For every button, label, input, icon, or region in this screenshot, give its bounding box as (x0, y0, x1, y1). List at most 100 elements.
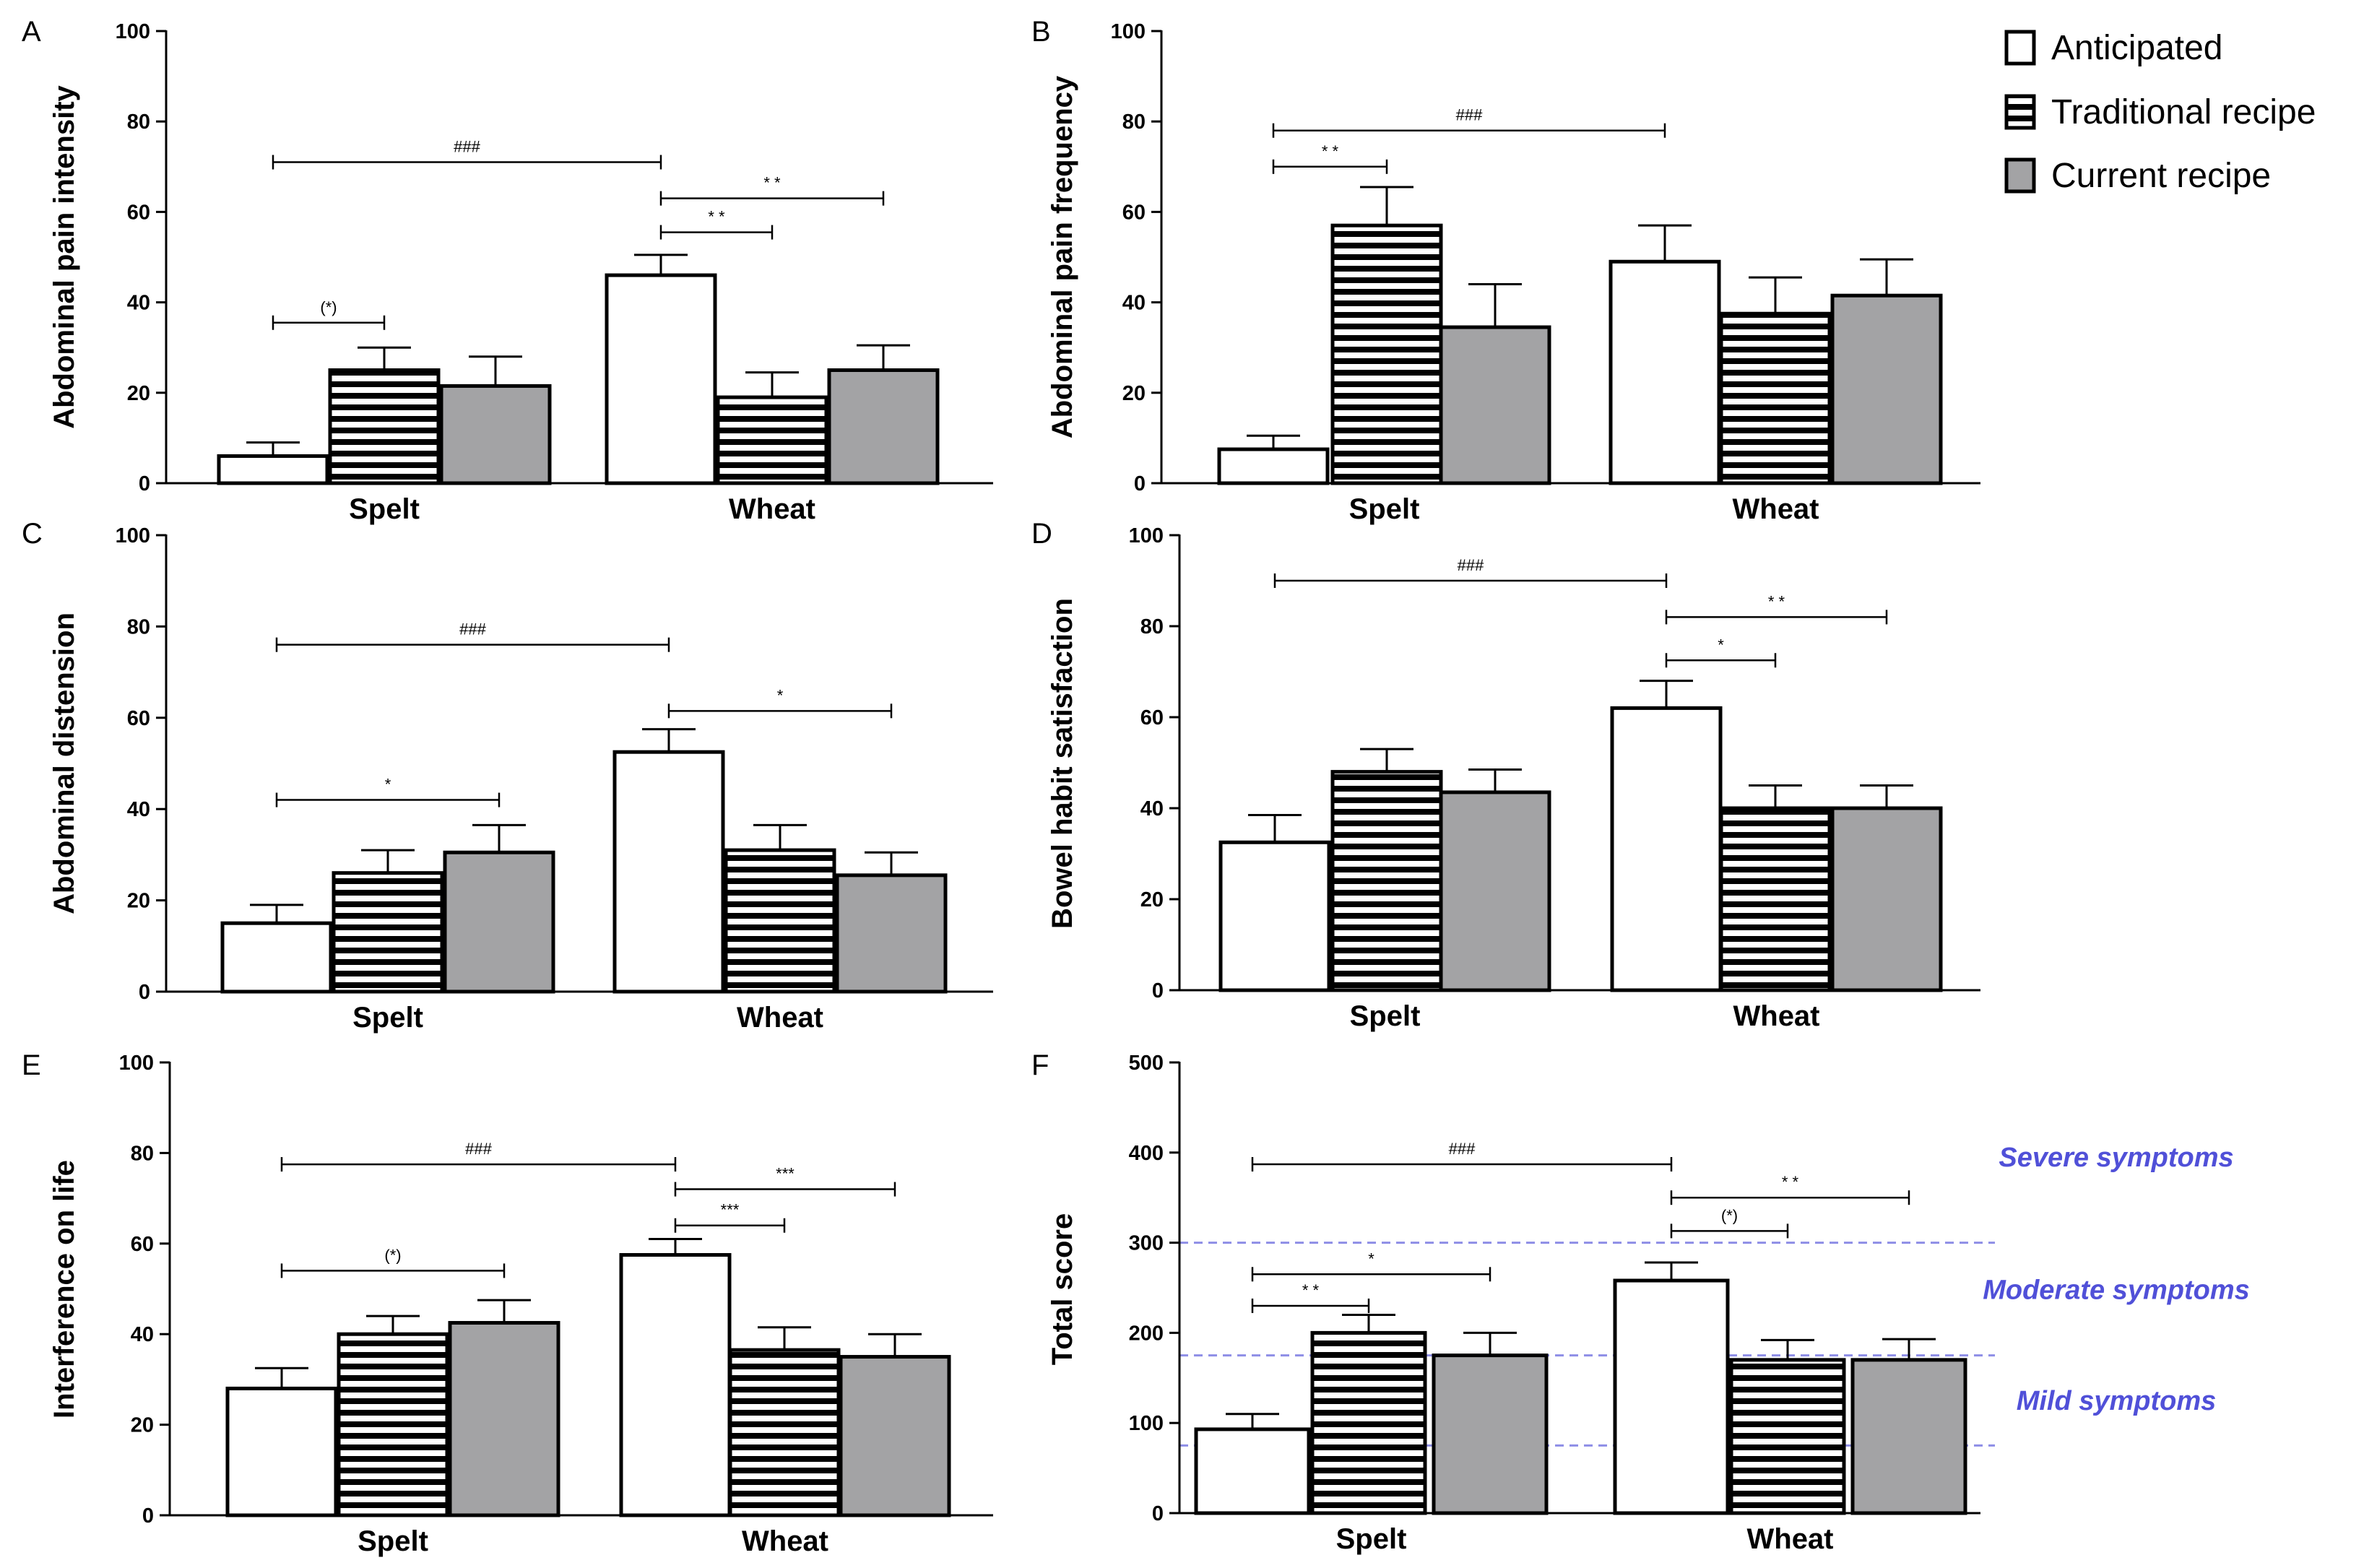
y-axis-title: Interference on life (48, 1160, 80, 1418)
legend-label-anticipated: Anticipated (2051, 29, 2223, 67)
significance-label: * * (1322, 142, 1339, 160)
bar-current-wheat (839, 1355, 951, 1517)
panel-letter: E (22, 1049, 41, 1081)
y-tick-label: 80 (131, 1142, 154, 1165)
y-axis-title: Abdominal distension (48, 612, 80, 914)
severity-region-label: Severe symptoms (1999, 1143, 2233, 1173)
y-tick-label: 100 (1129, 1412, 1164, 1435)
y-tick-label: 100 (116, 20, 150, 43)
bar-traditional-spelt (328, 368, 441, 485)
bar-traditional-spelt (1310, 1330, 1427, 1515)
panel-letter: F (1031, 1049, 1049, 1081)
y-tick-label: 40 (1122, 292, 1146, 315)
y-tick-label: 60 (127, 201, 150, 224)
category-label: Spelt (1349, 493, 1420, 525)
legend-swatch-anticipated (2004, 30, 2036, 66)
bar-anticipated-wheat (612, 750, 725, 994)
category-label: Spelt (1336, 1523, 1407, 1555)
significance-label: (*) (320, 298, 337, 316)
y-tick-label: 80 (1140, 615, 1164, 638)
legend-swatch-current (2004, 157, 2036, 194)
y-tick-label: 20 (127, 382, 150, 405)
significance-label: *** (721, 1201, 740, 1219)
category-label: Wheat (737, 1002, 823, 1034)
bar-anticipated-wheat (1610, 706, 1723, 992)
panel-a: A Abdominal pain intensity 0 20 40 60 80 100 Spe… (22, 16, 993, 525)
y-tick-label: 40 (1140, 797, 1164, 820)
y-axis-title: Abdominal pain frequency (1047, 75, 1078, 438)
y-tick-label: 0 (1134, 472, 1146, 495)
significance-label: * * (708, 208, 725, 226)
bar-anticipated-spelt (1218, 840, 1331, 992)
bar-current-wheat (827, 368, 940, 485)
significance-label: * * (763, 174, 781, 192)
bar-current-spelt (443, 850, 555, 994)
y-tick-label: 20 (1140, 888, 1164, 911)
bar-traditional-wheat (724, 848, 836, 994)
significance-label: * (777, 686, 784, 704)
bar-anticipated-spelt (1217, 447, 1330, 485)
y-tick-label: 400 (1129, 1142, 1164, 1165)
significance-label: * * (1782, 1173, 1799, 1191)
y-tick-label: 40 (131, 1323, 154, 1346)
significance-label: * (385, 776, 391, 794)
y-tick-label: 500 (1129, 1052, 1164, 1075)
significance-label: ### (1449, 1140, 1476, 1158)
panel-letter: A (22, 16, 41, 48)
y-tick-label: 80 (127, 615, 150, 638)
y-tick-label: 20 (127, 890, 150, 913)
bar-traditional-wheat (1719, 806, 1832, 992)
panel-letter: D (1031, 518, 1052, 550)
y-tick-label: 100 (1129, 524, 1164, 547)
severity-region-label: Mild symptoms (2017, 1386, 2217, 1416)
y-tick-label: 60 (1140, 706, 1164, 729)
y-tick-label: 20 (1122, 382, 1146, 405)
bar-traditional-spelt (1330, 770, 1443, 992)
y-tick-label: 80 (127, 111, 150, 134)
significance-label: * (1718, 636, 1724, 654)
bar-traditional-spelt (337, 1332, 449, 1517)
legend-swatch-traditional (2004, 94, 2036, 130)
category-label: Wheat (729, 493, 815, 525)
bar-current-spelt (439, 384, 552, 485)
y-tick-label: 0 (139, 981, 150, 1004)
panel-letter: B (1031, 16, 1051, 48)
category-label: Wheat (1747, 1523, 1834, 1555)
y-axis-title: Total score (1047, 1213, 1078, 1365)
bar-current-wheat (1830, 293, 1943, 485)
bar-anticipated-spelt (225, 1386, 338, 1517)
y-tick-label: 100 (1111, 20, 1146, 43)
y-tick-label: 20 (131, 1414, 154, 1437)
panel-e: E Interference on life 0 20 40 60 80 100 Spelt Wh… (22, 1049, 993, 1557)
category-label: Spelt (352, 1002, 423, 1034)
y-tick-label: 40 (127, 798, 150, 821)
category-label: Wheat (742, 1525, 828, 1557)
bar-traditional-wheat (728, 1348, 841, 1517)
bar-anticipated-spelt (217, 454, 329, 485)
panel-c: C Abdominal distension 0 20 40 60 80 100 Spelt Wh… (22, 518, 993, 1034)
bar-anticipated-wheat (605, 273, 717, 485)
y-axis-title: Abdominal pain intensity (48, 85, 80, 428)
bar-current-spelt (1439, 325, 1551, 485)
y-tick-label: 40 (127, 292, 150, 315)
y-tick-label: 60 (1122, 201, 1146, 224)
bar-current-spelt (1432, 1353, 1549, 1515)
bar-anticipated-spelt (1194, 1427, 1311, 1515)
category-label: Spelt (358, 1525, 428, 1557)
legend-label-current: Current recipe (2051, 157, 2271, 195)
significance-label: * (1368, 1249, 1374, 1268)
y-tick-label: 100 (116, 524, 150, 547)
bar-traditional-spelt (332, 871, 444, 994)
bar-anticipated-wheat (619, 1252, 732, 1517)
severity-region-label: Moderate symptoms (1983, 1275, 2250, 1305)
significance-label: ### (1458, 556, 1484, 574)
y-tick-label: 80 (1122, 111, 1146, 134)
category-label: Spelt (1350, 1000, 1421, 1032)
y-axis-title: Bowel habit satisfaction (1047, 598, 1078, 929)
y-tick-label: 200 (1129, 1322, 1164, 1345)
legend-label-traditional: Traditional recipe (2051, 93, 2316, 131)
bar-current-spelt (448, 1321, 560, 1517)
y-tick-label: 0 (1152, 1502, 1164, 1525)
significance-label: (*) (1721, 1206, 1738, 1224)
